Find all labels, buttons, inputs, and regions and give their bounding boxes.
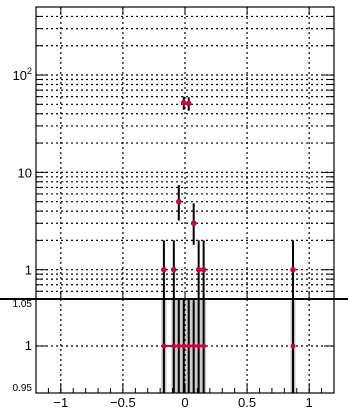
ratio-point — [176, 343, 182, 349]
x-tick-label: 0.5 — [238, 395, 256, 410]
bottom-y-tick-label: 1.05 — [13, 299, 33, 310]
x-tick-label: 0 — [181, 395, 188, 410]
top-data-point — [200, 266, 207, 273]
top-data-point — [171, 266, 177, 273]
ratio-point — [186, 343, 192, 349]
bottom-y-tick-label: 1 — [25, 338, 32, 353]
top-data-point — [190, 220, 197, 227]
top-y-tick-label: 1 — [25, 263, 32, 278]
bottom-y-tick-label: 0.95 — [13, 383, 33, 394]
top-y-tick-label: 10 — [18, 165, 32, 180]
x-tick-label: −1 — [53, 395, 68, 410]
ratio-point — [201, 343, 207, 349]
ratio-point — [196, 343, 202, 349]
top-panel: 1 10 102 — [13, 6, 335, 300]
x-tick-label: 1 — [306, 395, 313, 410]
ratio-point — [161, 343, 167, 349]
top-data-point — [185, 100, 192, 107]
top-data-point — [290, 266, 296, 273]
ratio-point — [290, 343, 296, 349]
top-data-point — [180, 99, 187, 106]
top-data-point — [175, 198, 182, 205]
top-y-tick-label: 102 — [13, 66, 32, 83]
ratio-point — [191, 343, 197, 349]
x-tick-label: −0.5 — [110, 395, 136, 410]
top-data-point — [195, 266, 202, 273]
ratio-point — [171, 343, 177, 349]
ratio-point — [181, 343, 187, 349]
top-data-point — [161, 266, 167, 273]
bottom-panel: −1 −0.5 0 0.5 1 0.95 1 1.05 — [0, 298, 348, 410]
